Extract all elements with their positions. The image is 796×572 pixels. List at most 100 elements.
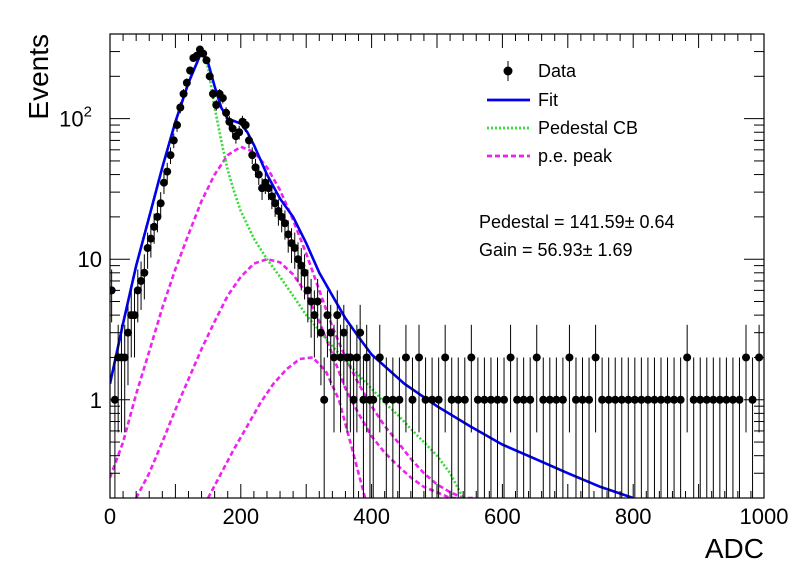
- data-marker: [153, 212, 162, 221]
- data-marker: [709, 395, 718, 404]
- data-marker: [339, 328, 348, 337]
- x-tick-label: 200: [222, 504, 259, 529]
- series-line-p-e-peak: [110, 145, 477, 498]
- data-marker: [624, 395, 633, 404]
- data-point: [244, 133, 253, 149]
- data-marker: [156, 199, 165, 208]
- data-marker: [326, 328, 335, 337]
- data-point: [467, 324, 476, 433]
- data-point: [156, 192, 165, 217]
- data-point: [176, 102, 185, 114]
- data-point: [526, 357, 535, 498]
- data-point: [120, 324, 129, 433]
- data-point: [163, 162, 172, 182]
- data-marker: [307, 297, 316, 306]
- data-point: [500, 357, 509, 498]
- data-marker: [585, 395, 594, 404]
- data-marker: [130, 311, 139, 320]
- data-marker: [728, 395, 737, 404]
- data-point: [552, 357, 561, 498]
- data-marker: [421, 395, 430, 404]
- data-point: [280, 210, 289, 240]
- data-marker: [241, 121, 250, 130]
- legend-entry-p-e-peak: p.e. peak: [487, 146, 613, 166]
- legend-entry-fit: Fit: [487, 90, 558, 110]
- data-point: [146, 224, 155, 258]
- data-marker: [320, 395, 329, 404]
- data-point: [333, 290, 342, 358]
- data-marker: [506, 353, 515, 362]
- data-point: [205, 72, 214, 81]
- data-marker: [591, 353, 600, 362]
- y-tick-label: 102: [59, 104, 92, 132]
- data-point: [339, 304, 348, 386]
- data-marker: [388, 395, 397, 404]
- data-point: [182, 78, 191, 88]
- legend-entry-data: Data: [503, 61, 577, 81]
- data-marker: [382, 395, 391, 404]
- data-point: [349, 357, 358, 498]
- data-point: [320, 357, 329, 498]
- data-point: [395, 357, 404, 498]
- data-point: [140, 254, 149, 300]
- data-point: [323, 290, 332, 358]
- data-point: [388, 357, 397, 498]
- data-point: [611, 357, 620, 498]
- data-point: [506, 324, 515, 433]
- data-point: [179, 89, 188, 100]
- data-marker: [480, 395, 489, 404]
- data-marker: [186, 66, 195, 75]
- data-point: [290, 232, 299, 269]
- data-point: [571, 357, 580, 498]
- y-axis-label: Events: [23, 34, 54, 120]
- data-point: [585, 357, 594, 498]
- data-marker: [297, 261, 306, 270]
- data-marker: [228, 124, 237, 133]
- data-marker: [150, 222, 159, 231]
- data-point: [532, 324, 541, 433]
- data-point: [326, 304, 335, 386]
- data-point: [656, 357, 665, 498]
- data-marker: [313, 297, 322, 306]
- data-marker: [225, 117, 234, 126]
- data-marker: [310, 311, 319, 320]
- data-marker: [303, 286, 312, 295]
- data-point: [254, 165, 263, 186]
- data-point: [284, 220, 293, 253]
- data-marker: [670, 395, 679, 404]
- series-line-pedestal-cb: [110, 48, 465, 498]
- legend-label: p.e. peak: [538, 146, 613, 166]
- data-marker: [163, 167, 172, 176]
- data-point: [702, 357, 711, 498]
- data-point: [297, 248, 306, 291]
- data-point: [545, 357, 554, 498]
- data-marker: [473, 395, 482, 404]
- data-marker: [209, 89, 218, 98]
- data-marker: [362, 353, 371, 362]
- data-marker: [323, 311, 332, 320]
- data-marker: [192, 51, 201, 60]
- axes: 0 200 400 600 800 1000 1 10 102 ADC Events: [23, 33, 788, 564]
- legend-marker: [503, 66, 513, 76]
- data-point: [624, 357, 633, 498]
- plot-area: [110, 45, 764, 498]
- data-point: [248, 147, 257, 164]
- data-marker: [742, 353, 751, 362]
- data-marker: [280, 219, 289, 228]
- data-point: [359, 357, 368, 498]
- data-point: [369, 357, 378, 498]
- y-tick-label: 10: [78, 247, 102, 272]
- data-marker: [235, 128, 244, 137]
- x-tick-label: 800: [615, 504, 652, 529]
- legend: Data Fit Pedestal CB p.e. peak: [487, 61, 638, 166]
- data-marker: [199, 49, 208, 58]
- data-point: [578, 357, 587, 498]
- data-marker: [329, 353, 338, 362]
- data-marker: [630, 395, 639, 404]
- data-marker: [578, 395, 587, 404]
- data-marker: [202, 56, 211, 65]
- data-point: [670, 357, 679, 498]
- data-marker: [663, 395, 672, 404]
- annotations: Pedestal = 141.59± 0.64 Gain = 56.93± 1.6…: [479, 212, 675, 260]
